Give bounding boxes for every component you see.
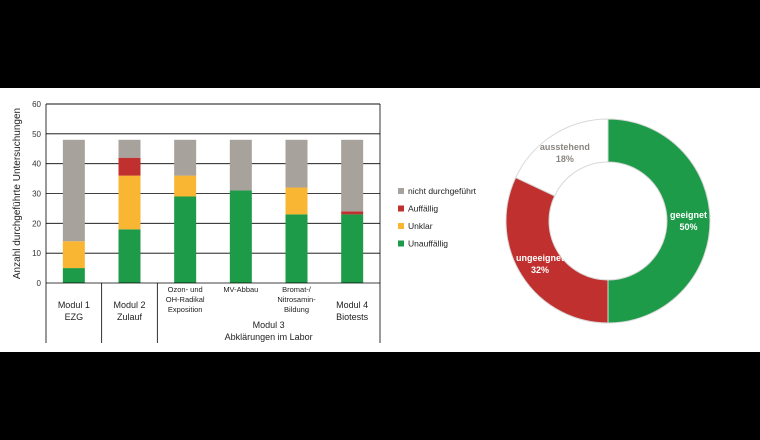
category-label: Exposition (168, 305, 203, 314)
donut-slice-value: 32% (531, 265, 549, 275)
y-tick-label: 0 (37, 279, 42, 288)
donut-slice-value: 50% (679, 222, 697, 232)
bar-segment (62, 268, 85, 283)
bar-segment (118, 157, 141, 176)
bar-segment (285, 139, 308, 188)
bar-segment (285, 214, 308, 283)
group-label: Abklärungen im Labor (225, 332, 313, 342)
donut-slice-name: ungeeignet (516, 253, 564, 263)
bar-segment (62, 139, 85, 242)
bar-segment (174, 139, 197, 176)
y-tick-label: 30 (32, 190, 41, 199)
bar-segment (118, 175, 141, 230)
legend-swatch (398, 240, 404, 247)
y-tick-label: 20 (32, 219, 41, 228)
bar-segment (341, 214, 364, 283)
donut-slice (607, 118, 711, 324)
y-tick-label: 40 (32, 160, 41, 169)
category-label: MV-Abbau (223, 285, 258, 294)
donut-slice-name: geeignet (670, 210, 707, 220)
bar-segment (341, 211, 364, 215)
category-label: Modul 2 (113, 300, 145, 310)
legend-swatch (398, 188, 404, 194)
category-label: Biotests (336, 312, 369, 322)
y-axis-label: Anzahl durchgeführte Untersuchungen (12, 108, 23, 279)
bar-segment (62, 241, 85, 269)
legend-swatch (398, 223, 404, 229)
legend-label: nicht durchgeführt (408, 186, 477, 196)
donut-slice (515, 118, 609, 197)
donut-slice (505, 176, 609, 324)
category-label: Bildung (284, 305, 309, 314)
bar-segment (285, 187, 308, 215)
bar-segment (229, 190, 252, 283)
group-label: Modul 3 (253, 320, 285, 330)
category-label: OH-Radikal (166, 295, 205, 304)
legend-label: Unauffällig (408, 239, 448, 249)
bar-segment (341, 139, 364, 212)
bar-segment (174, 175, 197, 197)
category-label: Nitrosamin- (277, 295, 316, 304)
bar-segment (229, 139, 252, 191)
y-tick-label: 50 (32, 130, 41, 139)
donut-slice-value: 18% (556, 154, 574, 164)
bar-segment (118, 229, 141, 283)
legend-label: Unklar (408, 221, 433, 231)
bar-segment (174, 196, 197, 283)
donut-slice-name: ausstehend (540, 142, 590, 152)
category-label: Zulauf (117, 312, 143, 322)
figure-svg: 0 10 20 30 40 50 60 Anzahl durchgeführte Unters… (12, 100, 711, 343)
y-tick-label: 10 (32, 249, 41, 258)
legend-swatch (398, 205, 404, 212)
legend-label: Auffällig (408, 204, 438, 214)
category-label: Bromat-/ (282, 285, 312, 294)
category-label: EZG (65, 312, 84, 322)
bar-segment (118, 139, 141, 158)
category-label: Modul 4 (336, 300, 368, 310)
category-label: Ozon- und (168, 285, 203, 294)
category-label: Modul 1 (58, 300, 90, 310)
y-tick-label: 60 (32, 100, 41, 109)
figure-panel: 0 10 20 30 40 50 60 Anzahl durchgeführte Unters… (0, 88, 760, 352)
